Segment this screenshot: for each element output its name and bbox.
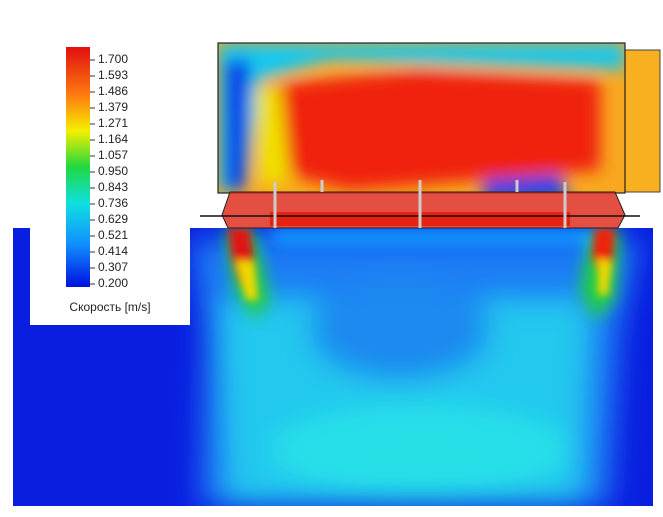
tick-label: 1.700 [98, 52, 128, 66]
color-bar [66, 47, 90, 287]
tick-label: 1.271 [98, 116, 128, 130]
tick-label: 0.521 [98, 228, 128, 242]
lower-field [13, 228, 653, 506]
tick-label: 0.736 [98, 196, 128, 210]
tick-label: 0.843 [98, 180, 128, 194]
device-body [200, 180, 640, 229]
tick-label: 0.629 [98, 212, 128, 226]
upper-field [218, 43, 625, 193]
tick-label: 0.307 [98, 260, 128, 274]
tick-label: 1.593 [98, 68, 128, 82]
tick-label: 1.486 [98, 84, 128, 98]
tick-label: 0.200 [98, 276, 128, 290]
tick-label: 0.950 [98, 164, 128, 178]
tick-label: 1.057 [98, 148, 128, 162]
legend: 1.700 1.593 1.486 1.379 1.271 1.164 1.057 0.950… [30, 30, 190, 325]
legend-title: Скорость [m/s] [69, 300, 150, 314]
tick-label: 1.164 [98, 132, 128, 146]
outlet [624, 49, 661, 193]
legend-panel [30, 30, 190, 325]
tick-label: 0.414 [98, 244, 128, 258]
tick-label: 1.379 [98, 100, 128, 114]
